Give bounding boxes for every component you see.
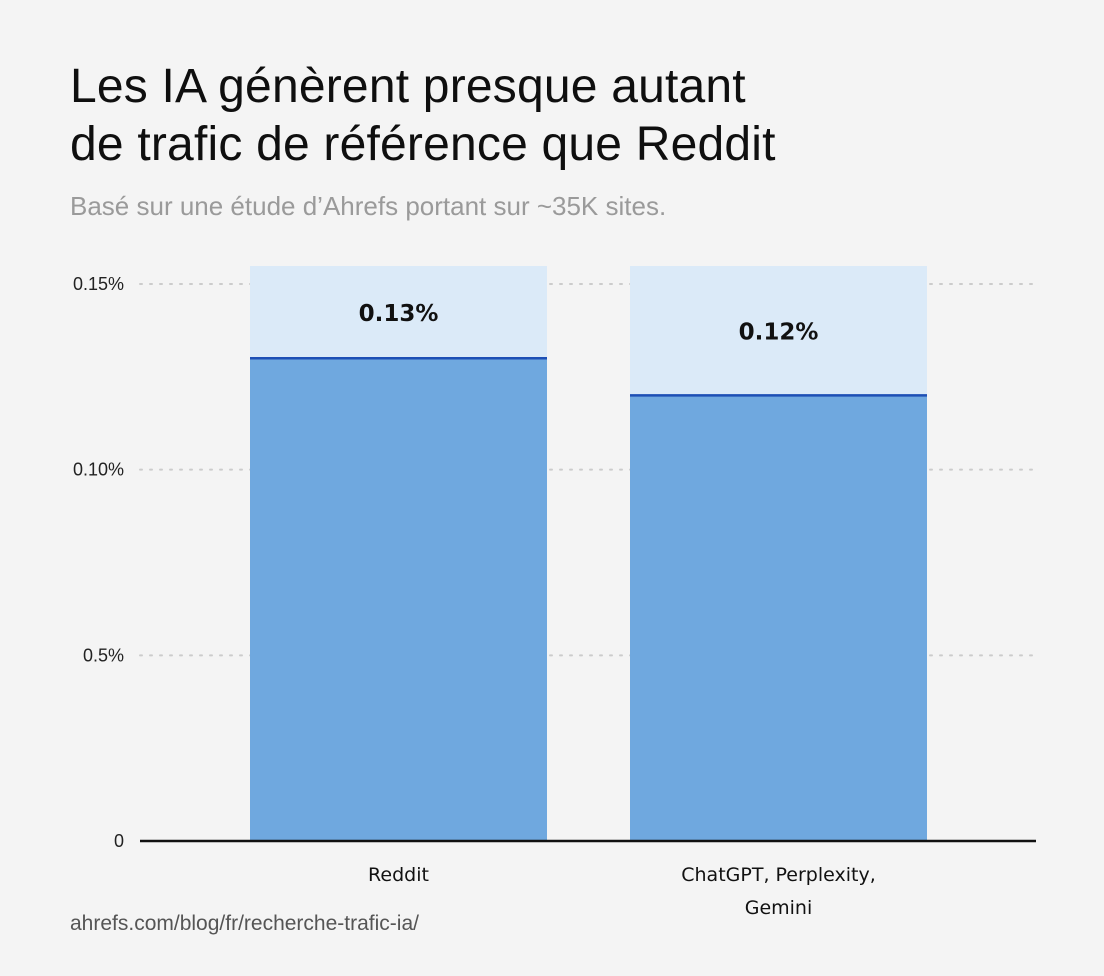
source-link[interactable]: ahrefs.com/blog/fr/recherche-trafic-ia/ <box>70 912 419 935</box>
y-tick-label-2: 0.10% <box>73 460 124 480</box>
bar-0 <box>250 358 547 841</box>
chart-title-line-2: de trafic de référence que Reddit <box>70 118 776 171</box>
y-tick-label-3: 0.15% <box>73 274 124 294</box>
data-label-1: 0.12% <box>739 320 819 346</box>
bar-1 <box>630 395 927 841</box>
chart-title: Les IA génèrent presque autant de trafic… <box>70 58 1030 174</box>
x-category-label-0-0: Reddit <box>368 864 429 886</box>
chart-subtitle: Basé sur une étude d’Ahrefs portant sur … <box>70 191 667 221</box>
x-category-label-1-1: Gemini <box>745 897 813 919</box>
data-label-0: 0.13% <box>359 301 439 327</box>
y-tick-label-1: 0.5% <box>83 645 124 665</box>
chart-title-line-1: Les IA génèrent presque autant <box>70 60 746 113</box>
y-tick-label-0: 0 <box>114 831 124 851</box>
x-category-label-1-0: ChatGPT, Perplexity, <box>681 864 876 886</box>
